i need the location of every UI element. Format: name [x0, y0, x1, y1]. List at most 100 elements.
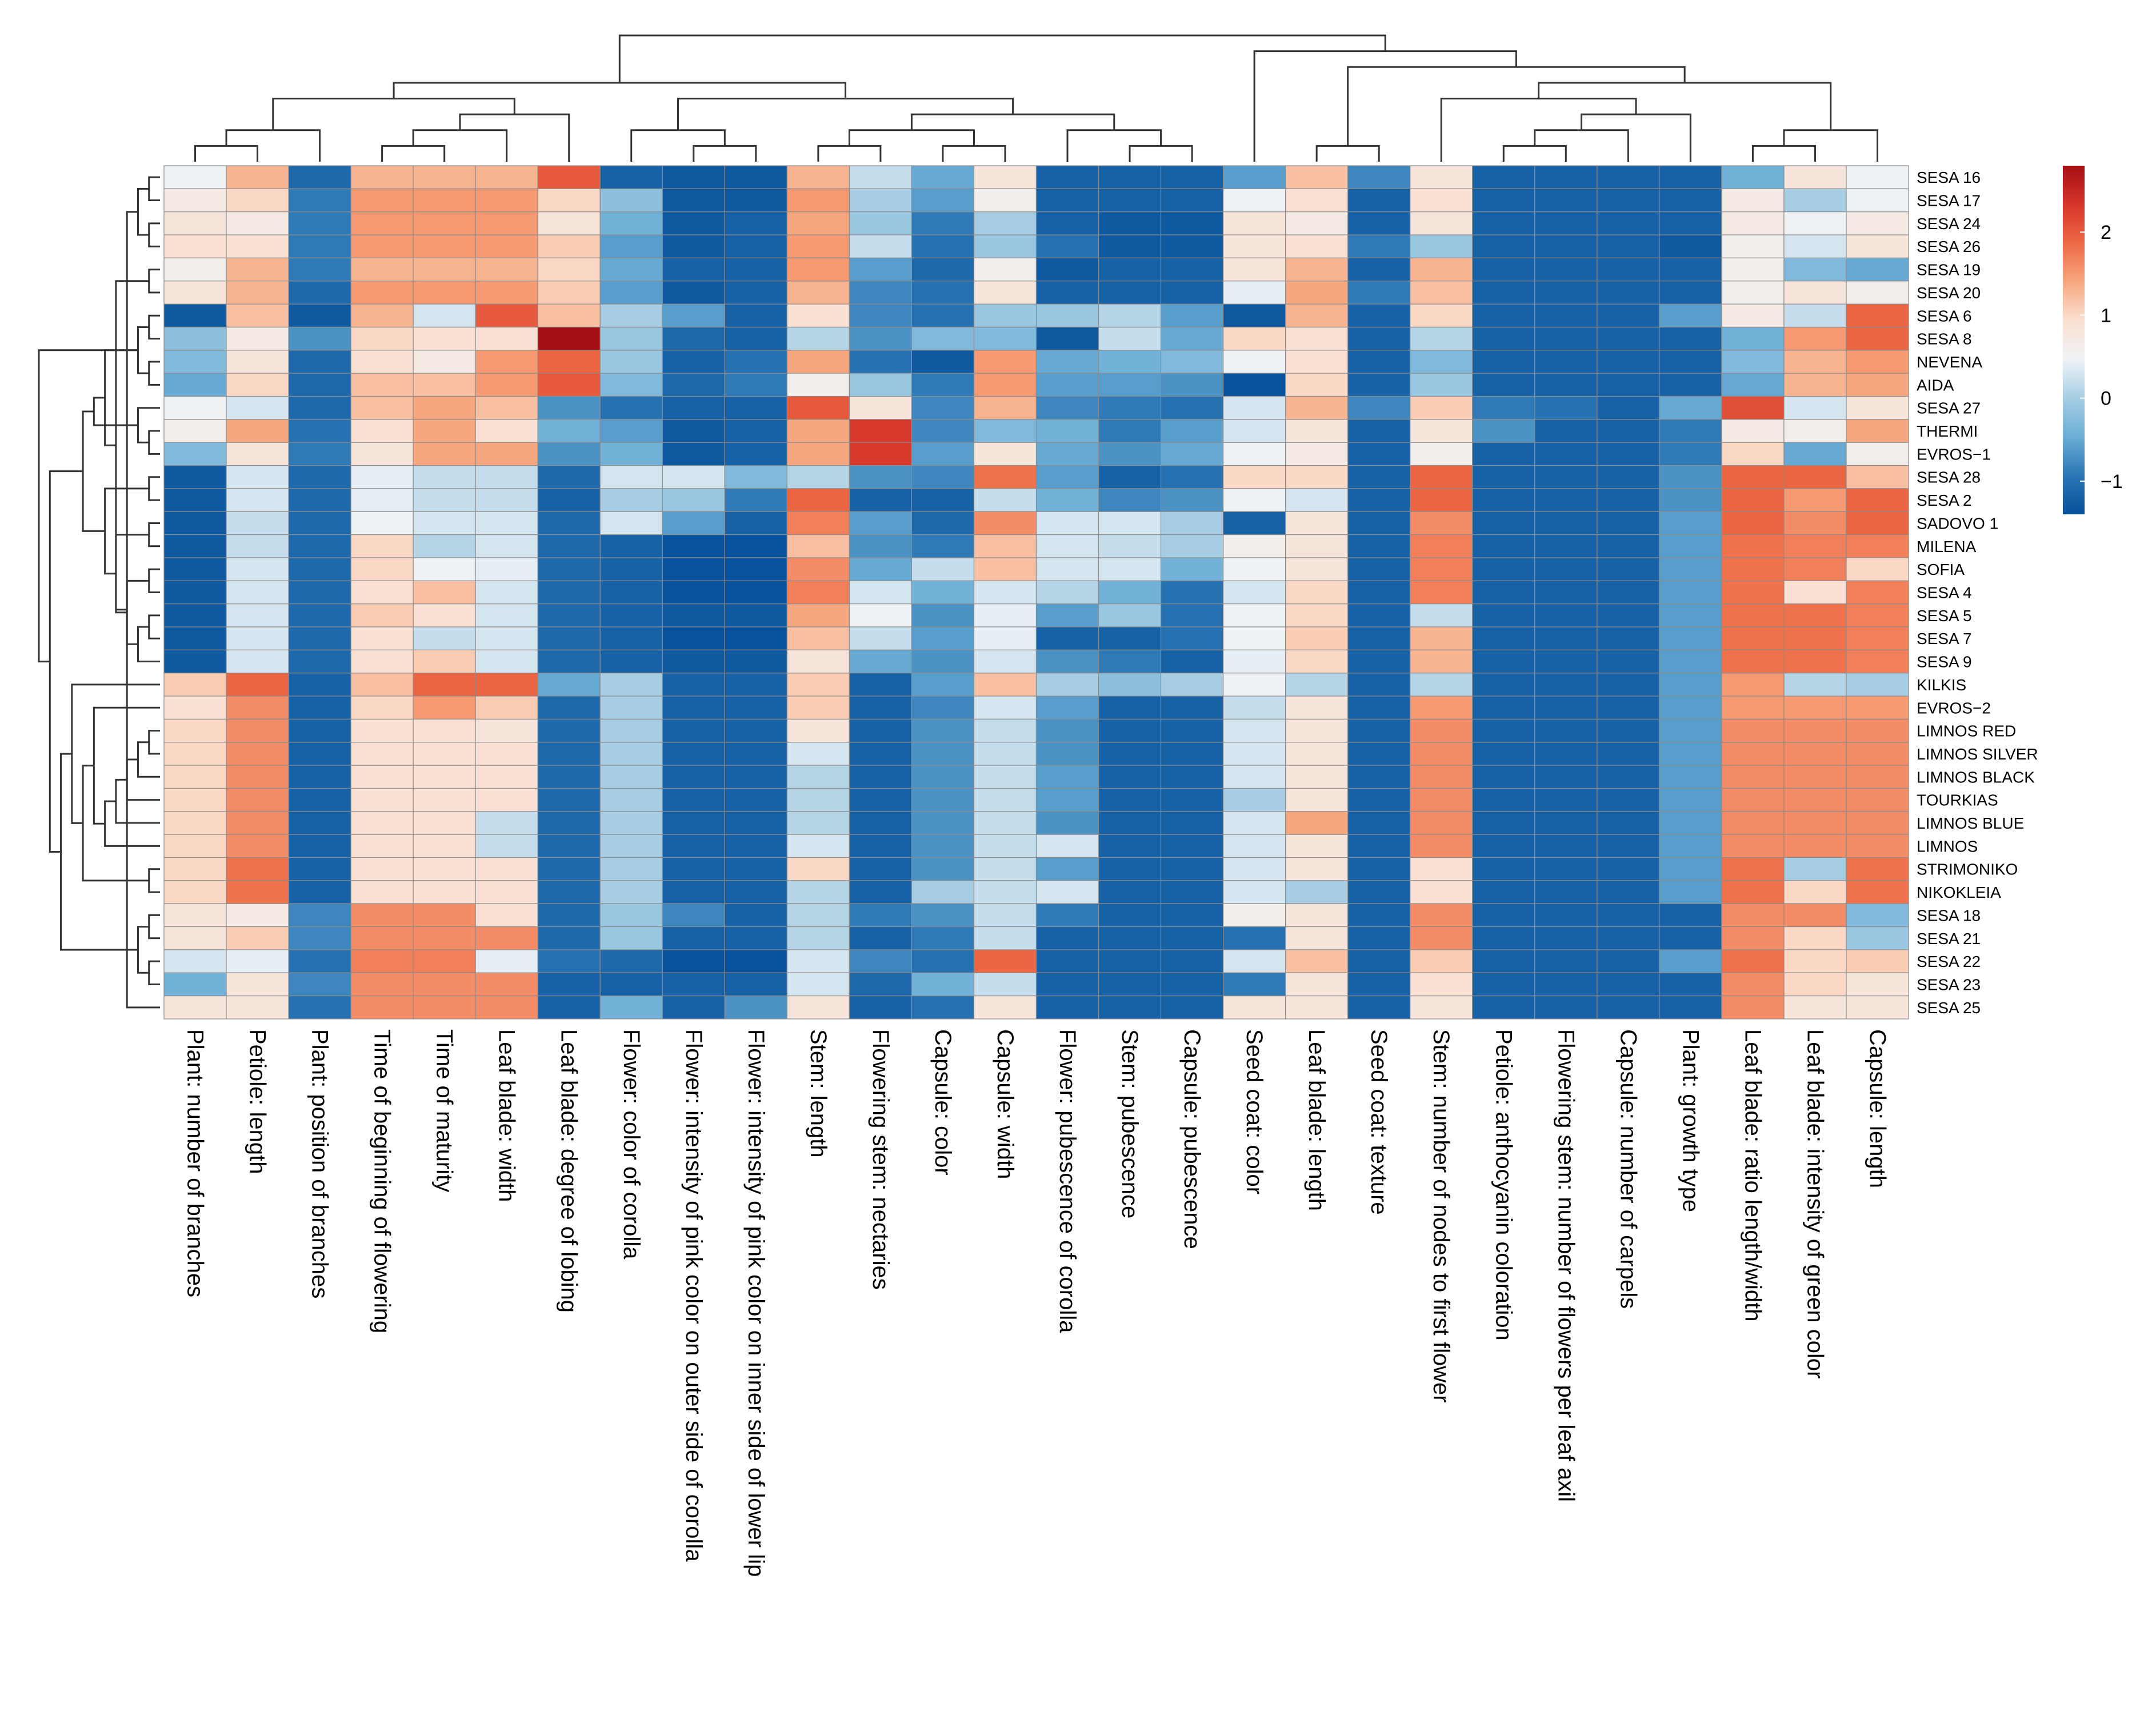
heatmap-cell — [1597, 926, 1660, 950]
heatmap-cell — [1846, 465, 1909, 489]
heatmap-cell — [1160, 949, 1224, 973]
row-label: SESA 5 — [1917, 607, 1972, 625]
heatmap-cell — [1534, 949, 1598, 973]
heatmap-cell — [1846, 234, 1909, 258]
heatmap-cell — [413, 350, 476, 374]
heatmap-cell — [1846, 834, 1909, 858]
heatmap-cell — [1597, 972, 1660, 997]
heatmap-cell — [537, 811, 601, 835]
heatmap-cell — [1783, 326, 1847, 351]
heatmap-cell — [537, 926, 601, 950]
heatmap-cell — [1534, 281, 1598, 305]
row-label: AIDA — [1917, 376, 1954, 394]
heatmap-cell — [288, 281, 351, 305]
heatmap-cell — [1472, 303, 1535, 328]
heatmap-cell — [849, 373, 913, 397]
heatmap-cell — [911, 511, 975, 535]
heatmap-cell — [1659, 488, 1722, 512]
heatmap-cell — [1035, 511, 1099, 535]
heatmap-cell — [163, 603, 227, 627]
heatmap-cell — [1534, 673, 1598, 697]
heatmap-cell — [1410, 834, 1473, 858]
heatmap-cell — [849, 811, 913, 835]
heatmap-cell — [1160, 603, 1224, 627]
column-label: Time of beginning of flowering — [370, 1029, 395, 1333]
heatmap-cell — [973, 742, 1037, 766]
heatmap-cell — [1783, 465, 1847, 489]
heatmap-cell — [724, 742, 787, 766]
heatmap-cell — [1472, 326, 1535, 351]
heatmap-cell — [973, 996, 1037, 1020]
heatmap-cell — [475, 580, 538, 605]
heatmap-cell — [1098, 603, 1162, 627]
heatmap-cell — [1410, 326, 1473, 351]
heatmap-cell — [1534, 834, 1598, 858]
heatmap-cell — [1223, 534, 1286, 558]
heatmap-cell — [599, 787, 663, 812]
heatmap-cell — [599, 211, 663, 235]
column-label: Leaf blade: ratio length/width — [1740, 1029, 1765, 1321]
heatmap-cell — [1347, 695, 1411, 720]
heatmap-cell — [1347, 926, 1411, 950]
heatmap-cell — [849, 695, 913, 720]
heatmap-cell — [599, 880, 663, 904]
heatmap-cell — [1035, 673, 1099, 697]
heatmap-cell — [724, 165, 787, 189]
heatmap-cell — [1098, 695, 1162, 720]
row-label: SESA 23 — [1917, 976, 1981, 993]
heatmap-cell — [1223, 234, 1286, 258]
heatmap-cell — [1035, 442, 1099, 466]
heatmap-cell — [1160, 903, 1224, 928]
heatmap-cell — [537, 880, 601, 904]
heatmap-cell — [1846, 787, 1909, 812]
heatmap-cell — [1285, 488, 1349, 512]
heatmap-cell — [849, 949, 913, 973]
heatmap-cell — [226, 350, 289, 374]
heatmap-cell — [1659, 718, 1722, 743]
column-label: Flowering stem: nectaries — [868, 1029, 893, 1290]
heatmap-cell — [1846, 511, 1909, 535]
dendrogram-link — [148, 730, 160, 755]
heatmap-cell — [413, 903, 476, 928]
legend-tick-label: −1 — [2101, 471, 2123, 493]
dendrogram-link — [148, 960, 160, 985]
heatmap-cell — [1846, 673, 1909, 697]
heatmap-cell — [1846, 557, 1909, 581]
heatmap-cell — [1534, 326, 1598, 351]
column-label: Capsule: color — [930, 1029, 955, 1176]
heatmap-cell — [413, 765, 476, 789]
heatmap-cell — [1160, 211, 1224, 235]
legend-tick-label: 1 — [2101, 305, 2111, 326]
heatmap-cell — [1597, 903, 1660, 928]
row-label: SESA 19 — [1917, 261, 1981, 279]
heatmap-cell — [1472, 603, 1535, 627]
heatmap-cell — [973, 857, 1037, 881]
heatmap-cell — [350, 880, 414, 904]
heatmap-cell — [350, 557, 414, 581]
column-label: Seed coat: texture — [1366, 1029, 1391, 1215]
heatmap-cell — [724, 857, 787, 881]
heatmap-cell — [973, 303, 1037, 328]
heatmap-cell — [1035, 281, 1099, 305]
heatmap-cell — [1098, 926, 1162, 950]
heatmap-cell — [973, 649, 1037, 674]
heatmap-cell — [226, 326, 289, 351]
heatmap-cell — [350, 465, 414, 489]
heatmap-cell — [1347, 742, 1411, 766]
heatmap-cell — [413, 742, 476, 766]
heatmap-cell — [1098, 534, 1162, 558]
heatmap-cell — [413, 649, 476, 674]
legend-color-bar — [2063, 166, 2085, 514]
heatmap-cell — [1160, 742, 1224, 766]
heatmap-cell — [662, 165, 725, 189]
heatmap-cell — [1534, 419, 1598, 443]
heatmap-cell — [1035, 580, 1099, 605]
heatmap-cell — [1534, 511, 1598, 535]
heatmap-cell — [599, 373, 663, 397]
heatmap-cell — [1160, 281, 1224, 305]
heatmap-cell — [1534, 465, 1598, 489]
heatmap-cell — [226, 972, 289, 997]
heatmap-cell — [973, 972, 1037, 997]
column-label: Capsule: number of carpels — [1615, 1029, 1641, 1309]
heatmap-cell — [350, 787, 414, 812]
